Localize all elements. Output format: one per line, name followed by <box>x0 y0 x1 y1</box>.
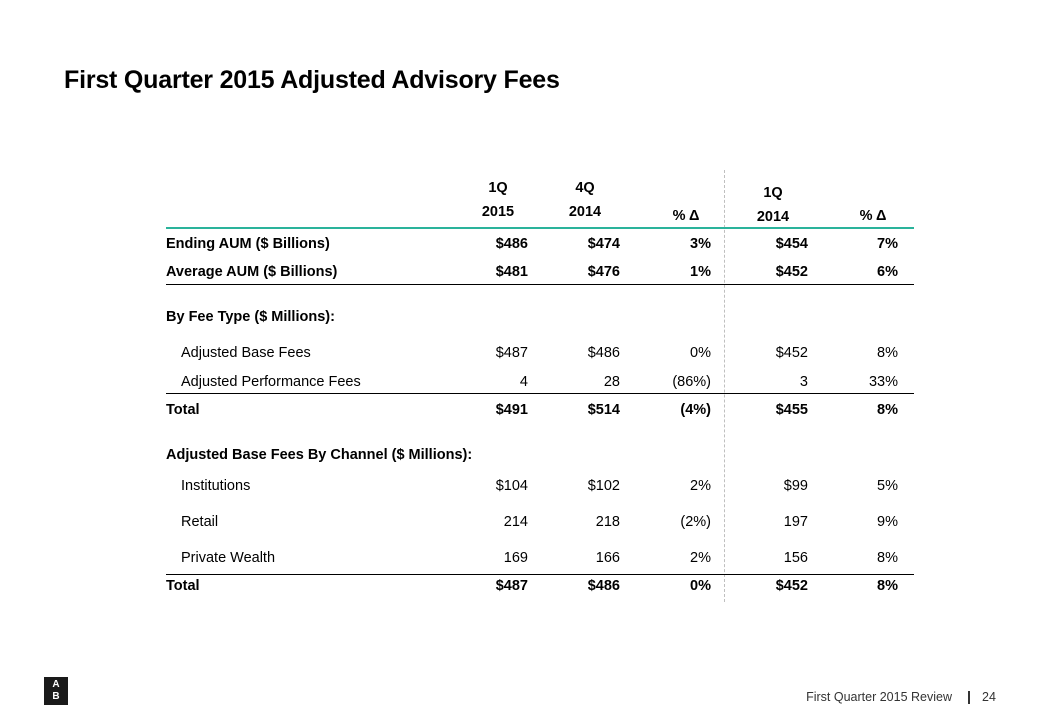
table-row: Adjusted Base Fees $487 $486 0% $452 8% <box>166 342 914 364</box>
cell: $474 <box>587 236 620 252</box>
cell: $486 <box>587 345 620 361</box>
cell: $102 <box>587 478 620 494</box>
cell: 6% <box>877 264 898 280</box>
cell: $476 <box>587 264 620 280</box>
cell: 8% <box>877 578 898 594</box>
section-heading-fee-type: By Fee Type ($ Millions): <box>166 306 914 328</box>
cell: 7% <box>877 236 898 252</box>
page-number: 24 <box>982 690 996 704</box>
cell: $514 <box>587 402 620 418</box>
cell: 218 <box>595 514 620 530</box>
section-rule <box>166 574 914 575</box>
cell: $454 <box>775 236 808 252</box>
column-divider <box>724 170 725 602</box>
cell: $491 <box>495 402 528 418</box>
cell: 8% <box>877 402 898 418</box>
cell: 0% <box>690 578 711 594</box>
cell: 169 <box>503 550 528 566</box>
header-4q-2014: 4Q 2014 <box>568 180 602 220</box>
section-rule <box>166 284 914 285</box>
cell: 33% <box>868 374 898 390</box>
table-row-total: Total $487 $486 0% $452 8% <box>166 575 914 597</box>
cell: $486 <box>495 236 528 252</box>
cell: 214 <box>503 514 528 530</box>
row-label: Adjusted Performance Fees <box>181 374 361 390</box>
cell: $487 <box>495 578 528 594</box>
section-heading-channel: Adjusted Base Fees By Channel ($ Million… <box>166 444 914 466</box>
footer-separator <box>968 691 970 704</box>
table-row: Private Wealth 169 166 2% 156 8% <box>166 547 914 569</box>
table-row: Institutions $104 $102 2% $99 5% <box>166 475 914 497</box>
cell: $452 <box>775 264 808 280</box>
cell: 9% <box>877 514 898 530</box>
row-label: Average AUM ($ Billions) <box>166 264 338 280</box>
cell: 8% <box>877 345 898 361</box>
ab-logo: A B <box>44 677 68 705</box>
cell: $455 <box>775 402 808 418</box>
row-label: Adjusted Base Fees By Channel ($ Million… <box>166 447 473 463</box>
row-label: Adjusted Base Fees <box>181 345 311 361</box>
cell: 3 <box>799 374 808 390</box>
cell: 5% <box>877 478 898 494</box>
row-label: Retail <box>181 514 219 530</box>
page-title: First Quarter 2015 Adjusted Advisory Fee… <box>64 66 560 94</box>
cell: 1% <box>690 264 711 280</box>
row-label: Total <box>166 578 200 594</box>
cell: $452 <box>775 578 808 594</box>
header-pct-change-yoy: % Δ <box>859 208 887 224</box>
cell: $452 <box>775 345 808 361</box>
cell: (4%) <box>680 402 711 418</box>
cell: 0% <box>690 345 711 361</box>
row-label: By Fee Type ($ Millions): <box>166 309 335 325</box>
table-row-total: Total $491 $514 (4%) $455 8% <box>166 399 914 421</box>
row-label: Institutions <box>181 478 251 494</box>
cell: 166 <box>595 550 620 566</box>
cell: 156 <box>783 550 808 566</box>
row-label: Private Wealth <box>181 550 276 566</box>
table-row: Ending AUM ($ Billions) $486 $474 3% $45… <box>166 233 914 255</box>
header-1q-2014: 1Q 2014 <box>756 185 790 225</box>
cell: $481 <box>495 264 528 280</box>
cell: $487 <box>495 345 528 361</box>
cell: $104 <box>495 478 528 494</box>
cell: 2% <box>690 478 711 494</box>
row-label: Total <box>166 402 200 418</box>
row-label: Ending AUM ($ Billions) <box>166 236 330 252</box>
table-row: Average AUM ($ Billions) $481 $476 1% $4… <box>166 261 914 283</box>
footer-review-label: First Quarter 2015 Review <box>806 690 952 704</box>
section-rule <box>166 393 914 394</box>
cell: (2%) <box>680 514 711 530</box>
advisory-fees-table: 1Q 2015 4Q 2014 % Δ 1Q 2014 % Δ Ending AUM … <box>166 170 914 610</box>
cell: 8% <box>877 550 898 566</box>
cell: 4 <box>519 374 528 390</box>
table-row: Retail 214 218 (2%) 197 9% <box>166 511 914 533</box>
cell: 197 <box>783 514 808 530</box>
cell: $99 <box>783 478 808 494</box>
cell: $486 <box>587 578 620 594</box>
cell: 3% <box>690 236 711 252</box>
header-rule <box>166 227 914 229</box>
table-row: Adjusted Performance Fees 4 28 (86%) 3 3… <box>166 371 914 393</box>
header-pct-change-sequential: % Δ <box>672 208 700 224</box>
cell: 2% <box>690 550 711 566</box>
cell: (86%) <box>672 374 711 390</box>
header-1q-2015: 1Q 2015 <box>481 180 515 220</box>
cell: 28 <box>603 374 620 390</box>
